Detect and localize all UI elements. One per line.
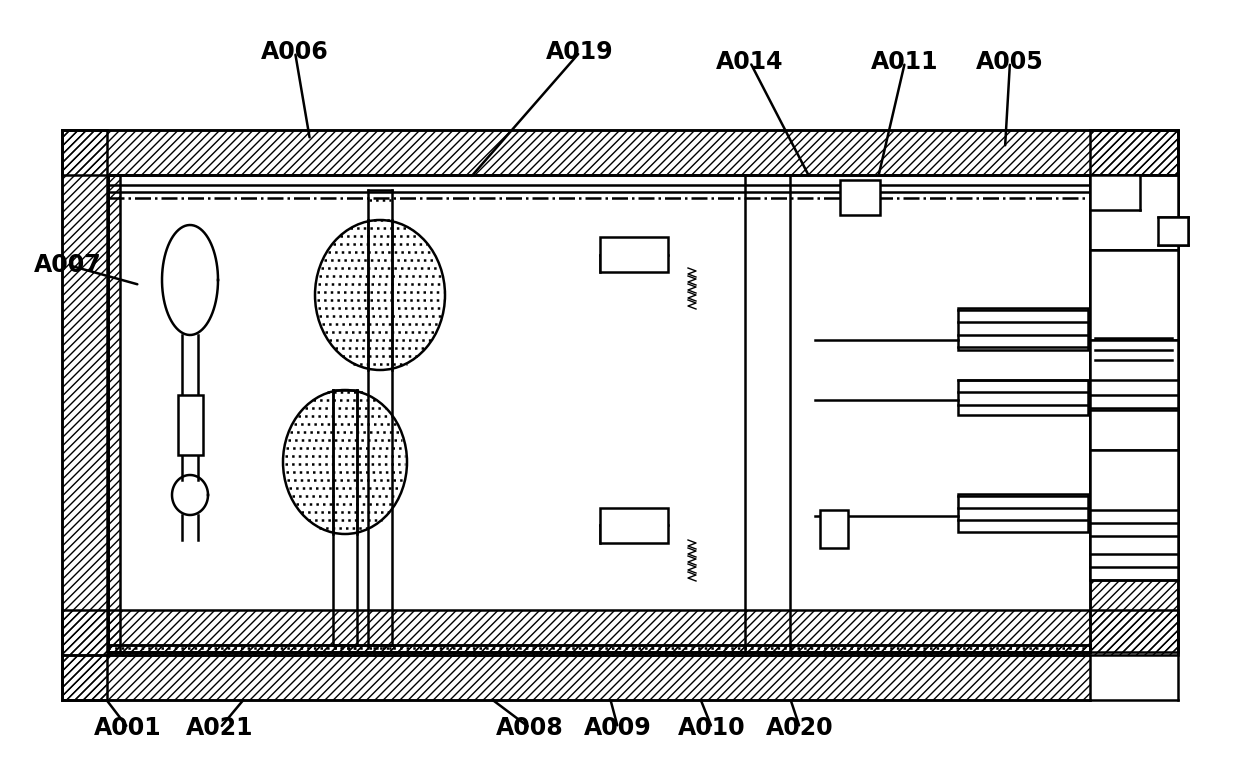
Text: A008: A008 <box>496 716 564 740</box>
Bar <box>600 508 668 543</box>
Text: A020: A020 <box>766 716 833 740</box>
Text: A002: A002 <box>1111 320 1179 344</box>
Text: A001: A001 <box>94 716 161 740</box>
Bar <box>1090 175 1178 250</box>
Bar <box>1090 250 1178 450</box>
Bar <box>1090 450 1178 580</box>
Bar <box>839 180 880 215</box>
Text: A014: A014 <box>717 50 784 74</box>
Bar <box>1090 410 1178 450</box>
Text: A019: A019 <box>546 40 614 64</box>
Bar <box>959 494 1087 532</box>
Bar <box>179 395 203 455</box>
Bar <box>1090 130 1178 175</box>
Text: A016: A016 <box>1111 476 1179 500</box>
Text: A006: A006 <box>262 40 329 64</box>
Bar <box>600 237 668 272</box>
Text: A017: A017 <box>1111 356 1179 380</box>
Text: A018: A018 <box>1111 513 1179 537</box>
Bar <box>1090 252 1178 340</box>
Bar <box>959 308 1087 350</box>
Bar <box>108 645 1090 652</box>
Bar <box>62 610 1178 655</box>
Bar <box>820 510 848 548</box>
Text: A005: A005 <box>976 50 1044 74</box>
Bar <box>1090 340 1178 380</box>
Text: A009: A009 <box>584 716 652 740</box>
Bar <box>108 175 1090 652</box>
Text: A007: A007 <box>35 253 102 277</box>
Bar <box>1090 450 1178 510</box>
Bar <box>62 130 107 700</box>
Bar <box>959 380 1087 415</box>
Bar <box>62 130 1178 175</box>
Bar <box>108 175 120 652</box>
Bar <box>1158 217 1188 245</box>
Bar <box>820 510 848 548</box>
Bar <box>1090 175 1178 652</box>
Text: A021: A021 <box>186 716 254 740</box>
Bar <box>62 655 1090 700</box>
Text: A011: A011 <box>872 50 939 74</box>
Text: A022: A022 <box>1111 206 1179 230</box>
Text: A010: A010 <box>678 716 745 740</box>
Bar <box>839 180 880 215</box>
